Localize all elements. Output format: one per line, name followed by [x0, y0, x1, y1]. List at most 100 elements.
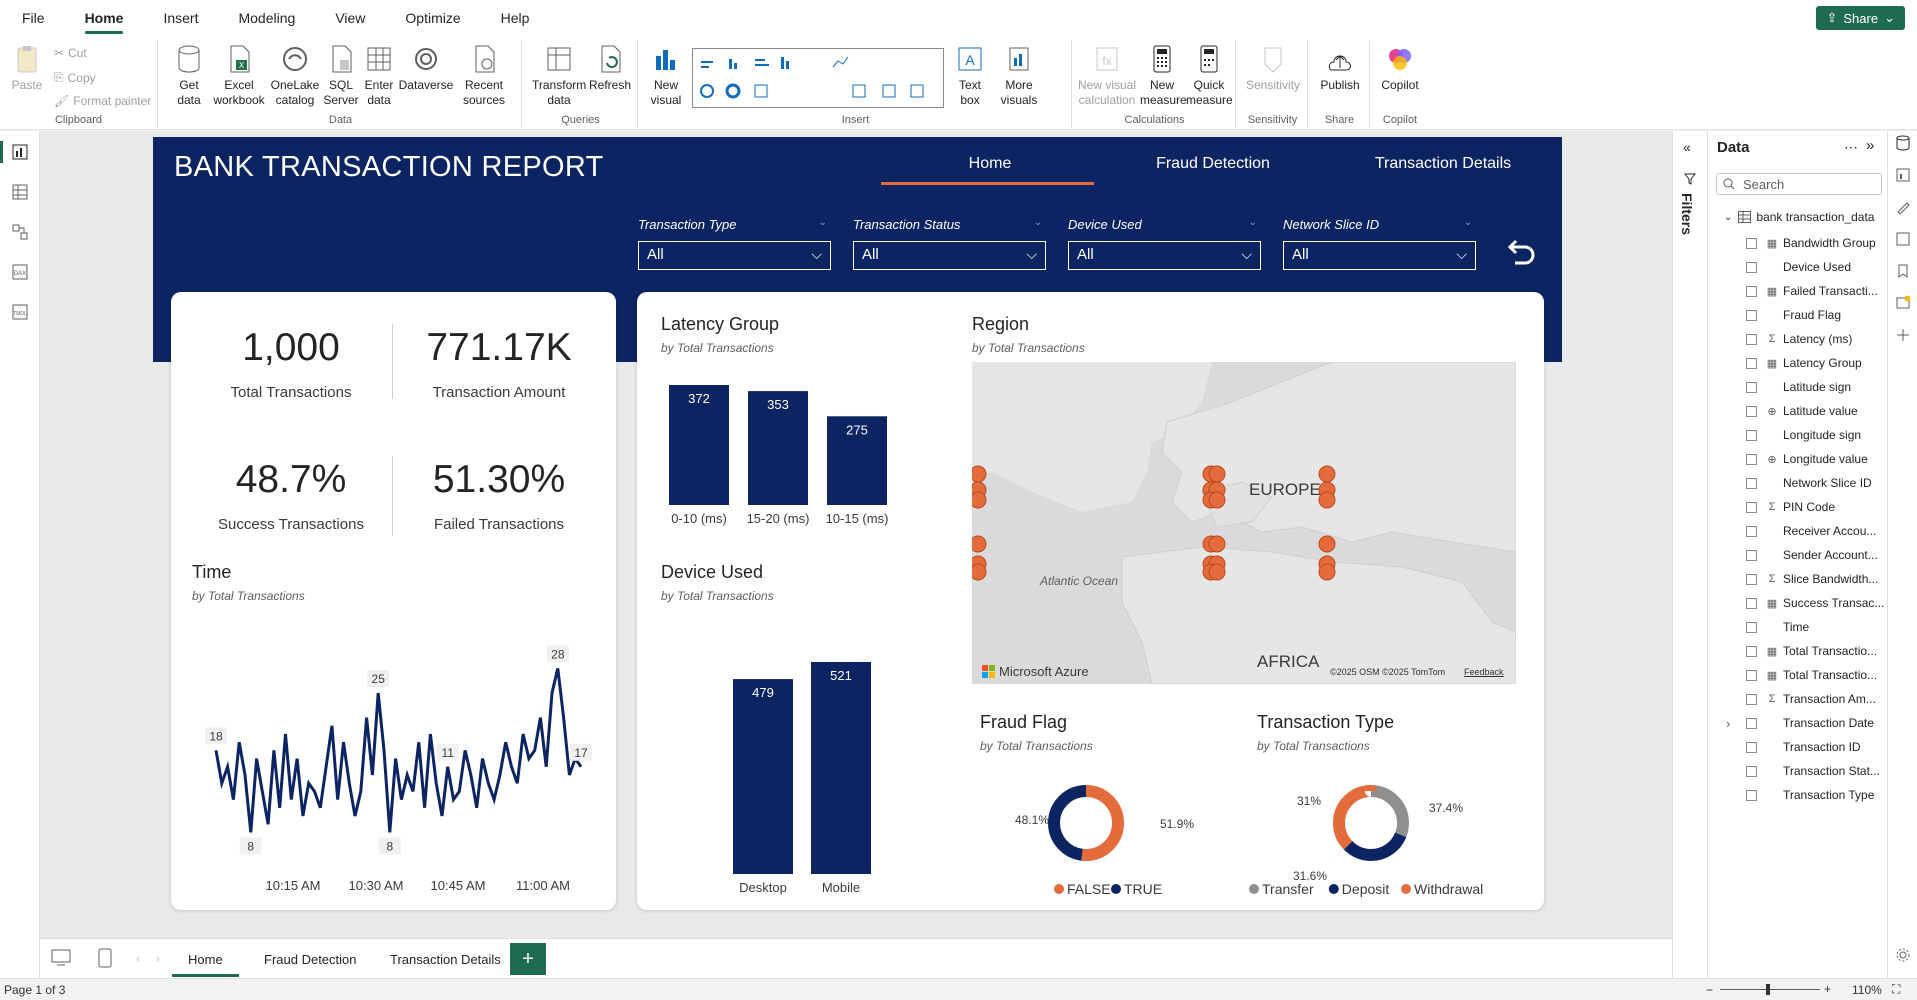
- field-item[interactable]: ▦ Total Transactio...: [1746, 665, 1877, 685]
- field-checkbox[interactable]: [1746, 597, 1757, 609]
- more-options-icon[interactable]: ⋯: [1844, 139, 1858, 155]
- new-measure-button[interactable]: New measure: [1140, 44, 1187, 108]
- field-item[interactable]: Σ PIN Code: [1746, 497, 1835, 517]
- refresh-button[interactable]: Refresh: [588, 44, 632, 93]
- field-item[interactable]: Device Used: [1746, 257, 1851, 277]
- field-item[interactable]: Transaction Stat...: [1746, 761, 1880, 781]
- slice[interactable]: [1048, 785, 1124, 861]
- add-page-button[interactable]: +: [510, 943, 546, 975]
- map-bubble[interactable]: [1318, 563, 1336, 581]
- map-bubble[interactable]: [1208, 465, 1226, 483]
- paste-button[interactable]: Paste: [10, 44, 44, 93]
- map-bubble[interactable]: [1208, 563, 1226, 581]
- zoom-out-icon[interactable]: −: [1706, 983, 1714, 997]
- field-checkbox[interactable]: [1746, 357, 1757, 369]
- field-checkbox[interactable]: [1746, 645, 1757, 657]
- field-checkbox[interactable]: [1746, 525, 1757, 537]
- map-bubble[interactable]: [972, 465, 987, 483]
- field-item[interactable]: Fraud Flag: [1746, 305, 1841, 325]
- report-view-icon[interactable]: [11, 143, 29, 161]
- collapse-right-icon[interactable]: »: [1866, 137, 1875, 154]
- filters-pane-collapsed[interactable]: « Filters: [1672, 131, 1707, 978]
- latency-bar-chart[interactable]: 372 0-10 (ms) 353 15-20 (ms) 275 10-15 (ms): [657, 362, 917, 532]
- cut-button[interactable]: ✂ Cut: [54, 46, 87, 60]
- time-line-chart[interactable]: 18 8 25 8 11 28 17 10:15 AM 10:30 AM 10:45 AM 11:0…: [186, 612, 606, 897]
- copy-button[interactable]: ⎘ Copy: [54, 70, 96, 85]
- field-item[interactable]: ▦ Total Transactio...: [1746, 641, 1877, 661]
- field-item[interactable]: Σ Transaction Am...: [1746, 689, 1876, 709]
- fit-to-page-icon[interactable]: ⛶: [1892, 982, 1901, 996]
- field-item[interactable]: Sender Account...: [1746, 545, 1878, 565]
- field-item[interactable]: ▦ Failed Transacti...: [1746, 281, 1878, 301]
- field-item[interactable]: ▦ Latency Group: [1746, 353, 1862, 373]
- field-checkbox[interactable]: [1746, 693, 1757, 705]
- legend-label[interactable]: Transfer: [1262, 881, 1314, 897]
- map-bubble[interactable]: [972, 491, 987, 509]
- new-visual-button[interactable]: New visual: [646, 44, 686, 108]
- field-item[interactable]: Σ Slice Bandwidth...: [1746, 569, 1878, 589]
- dataverse-button[interactable]: Dataverse: [398, 44, 454, 93]
- table-view-icon[interactable]: [11, 183, 29, 201]
- zoom-slider[interactable]: [1720, 989, 1820, 990]
- bar[interactable]: [733, 679, 793, 874]
- map-bubble[interactable]: [972, 535, 987, 553]
- add-pane-icon[interactable]: [1895, 327, 1911, 343]
- slice[interactable]: [1333, 785, 1409, 861]
- bar[interactable]: [811, 662, 871, 874]
- desktop-layout-icon[interactable]: [51, 949, 71, 967]
- table-node[interactable]: ⌄ bank transaction_data: [1724, 210, 1875, 224]
- page-tab-transaction-details[interactable]: Transaction Details: [390, 952, 501, 967]
- slicer-dropdown[interactable]: All ⌵: [638, 241, 831, 270]
- menu-optimize[interactable]: Optimize: [405, 10, 461, 26]
- menu-insert[interactable]: Insert: [163, 10, 199, 26]
- onelake-catalog-button[interactable]: OneLake catalog: [270, 44, 320, 108]
- copilot-button[interactable]: Copilot: [1376, 44, 1424, 93]
- field-item[interactable]: Transaction ID: [1746, 737, 1861, 757]
- field-checkbox[interactable]: [1746, 309, 1757, 321]
- visual-gallery[interactable]: [692, 48, 944, 108]
- sensitivity-button[interactable]: Sensitivity: [1242, 44, 1304, 93]
- field-checkbox[interactable]: [1746, 789, 1757, 801]
- menu-file[interactable]: File: [22, 10, 45, 26]
- bar[interactable]: [669, 385, 729, 505]
- enter-data-button[interactable]: Enter data: [362, 44, 396, 108]
- map-bubble[interactable]: [972, 563, 987, 581]
- field-checkbox[interactable]: [1746, 549, 1757, 561]
- recent-sources-button[interactable]: Recent sources: [456, 44, 512, 108]
- field-checkbox[interactable]: [1746, 501, 1757, 513]
- map-bubble[interactable]: [1318, 465, 1336, 483]
- zoom-slider-thumb[interactable]: [1766, 984, 1770, 995]
- format-painter-button[interactable]: 🖌 Format painter: [54, 94, 152, 108]
- menu-modeling[interactable]: Modeling: [238, 10, 296, 26]
- slicer-dropdown[interactable]: All ⌵: [853, 241, 1046, 270]
- field-checkbox[interactable]: [1746, 765, 1757, 777]
- chevron-right-icon[interactable]: ›: [1726, 715, 1731, 731]
- settings-icon[interactable]: [1895, 947, 1911, 963]
- share-button[interactable]: ⇪ Share ⌄: [1816, 6, 1905, 30]
- field-item[interactable]: Network Slice ID: [1746, 473, 1872, 493]
- next-page-icon[interactable]: ›: [156, 951, 160, 965]
- menu-help[interactable]: Help: [500, 10, 530, 26]
- reset-icon[interactable]: [1501, 235, 1537, 271]
- slicer-dropdown[interactable]: All ⌵: [1283, 241, 1476, 270]
- field-item[interactable]: Receiver Accou...: [1746, 521, 1876, 541]
- tab-fraud-detection[interactable]: Fraud Detection: [1156, 155, 1270, 172]
- get-data-button[interactable]: Get data: [170, 44, 208, 108]
- format-visual-icon[interactable]: [1895, 199, 1911, 215]
- field-checkbox[interactable]: [1746, 621, 1757, 633]
- field-checkbox[interactable]: [1746, 285, 1757, 297]
- field-checkbox[interactable]: [1746, 429, 1757, 441]
- field-checkbox[interactable]: [1746, 333, 1757, 345]
- field-checkbox[interactable]: [1746, 453, 1757, 465]
- map-bubble[interactable]: [1318, 535, 1336, 553]
- field-checkbox[interactable]: [1746, 717, 1757, 729]
- field-item[interactable]: Longitude sign: [1746, 425, 1861, 445]
- field-item[interactable]: Latitude sign: [1746, 377, 1851, 397]
- build-visual-icon[interactable]: [1895, 167, 1911, 183]
- slicer-dropdown[interactable]: All ⌵: [1068, 241, 1261, 270]
- transform-data-button[interactable]: Transform data: [532, 44, 586, 108]
- performance-icon[interactable]: [1895, 295, 1911, 311]
- field-item[interactable]: › Transaction Date: [1726, 713, 1874, 733]
- mobile-layout-icon[interactable]: [98, 948, 112, 968]
- page-tab-home[interactable]: Home: [172, 943, 239, 977]
